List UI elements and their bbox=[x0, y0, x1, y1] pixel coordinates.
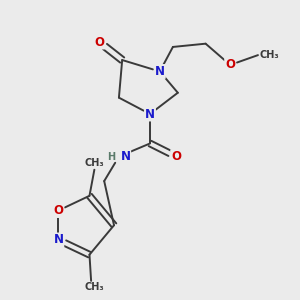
Text: H: H bbox=[107, 152, 115, 161]
Text: N: N bbox=[121, 150, 130, 163]
Text: O: O bbox=[53, 204, 63, 217]
Text: N: N bbox=[145, 107, 155, 121]
Text: N: N bbox=[53, 233, 63, 247]
Text: CH₃: CH₃ bbox=[85, 283, 104, 292]
Text: O: O bbox=[94, 35, 104, 49]
Text: O: O bbox=[171, 150, 181, 163]
Text: O: O bbox=[225, 58, 235, 71]
Text: CH₃: CH₃ bbox=[85, 158, 104, 168]
Text: N: N bbox=[155, 65, 165, 78]
Text: CH₃: CH₃ bbox=[260, 50, 279, 60]
